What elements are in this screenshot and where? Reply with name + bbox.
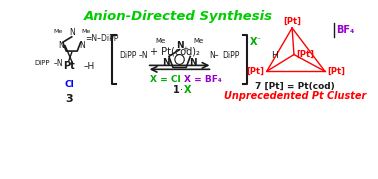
Text: Unprecedented Pt Cluster: Unprecedented Pt Cluster [224,91,366,101]
Text: [Pt]: [Pt] [296,50,314,59]
Text: 1: 1 [173,85,180,95]
Text: Pt: Pt [63,61,75,71]
Text: Me: Me [156,38,166,44]
Text: N: N [69,28,74,37]
Text: –N: –N [54,59,63,68]
Text: Me: Me [193,38,203,44]
Text: N–: N– [209,51,219,60]
Text: 7 [Pt] = Pt(cod): 7 [Pt] = Pt(cod) [255,82,335,91]
Text: + Pt(cod)₂: + Pt(cod)₂ [150,47,200,57]
Text: –N: –N [138,51,148,60]
Text: Cl: Cl [64,80,74,89]
Text: N: N [163,58,170,67]
Text: [Pt]: [Pt] [283,17,301,26]
Text: +: + [182,46,188,52]
Text: DiPP: DiPP [119,51,137,60]
Text: X = Cl: X = Cl [150,75,180,84]
Text: N: N [79,41,85,50]
Text: X = BF₄: X = BF₄ [184,75,222,84]
Text: Me: Me [81,29,90,34]
Text: N: N [189,58,197,67]
Text: N: N [176,41,183,50]
Text: X: X [184,85,192,95]
Text: =N–DiPP: =N–DiPP [85,34,118,43]
Text: N: N [59,41,64,50]
Text: H: H [271,51,278,60]
Text: –H: –H [84,62,95,71]
Text: BF₄: BF₄ [336,25,355,35]
Text: ⁻: ⁻ [256,35,260,44]
Text: [Pt]: [Pt] [328,67,346,76]
Text: DiPP: DiPP [222,51,240,60]
Text: Me: Me [53,29,62,34]
Text: Anion-Directed Synthesis: Anion-Directed Synthesis [84,10,273,23]
Text: 3: 3 [65,94,73,104]
Text: X: X [250,37,257,47]
Text: [Pt]: [Pt] [246,67,264,76]
Text: DiPP: DiPP [35,60,50,66]
Text: ·: · [180,85,183,95]
